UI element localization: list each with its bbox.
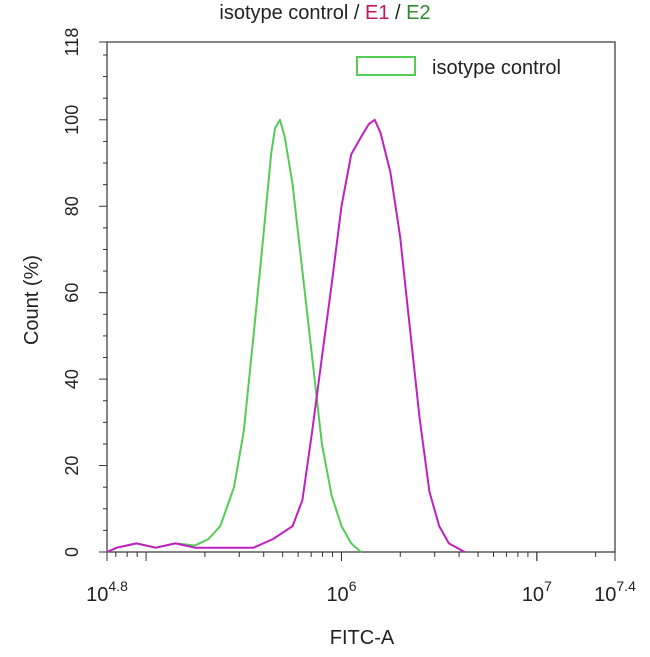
y-axis-label: Count (%) (21, 255, 43, 345)
x-tick-label: 107 (522, 578, 552, 606)
title-part-e1: E1 (365, 2, 390, 24)
series-line-2 (106, 118, 466, 553)
x-tick-label: 104.8 (86, 578, 128, 606)
x-tick-label: 106 (326, 578, 356, 606)
legend-label: isotype control (432, 57, 561, 79)
y-tick-label: 118 (62, 28, 82, 57)
y-tick-label: 20 (62, 456, 82, 476)
title-part-isotype: isotype control (219, 2, 349, 24)
y-tick-label: 80 (62, 196, 82, 216)
title-separator: / (389, 2, 407, 24)
x-tick-label: 107.4 (594, 578, 636, 606)
legend-swatch (356, 56, 416, 76)
y-tick-label: 60 (62, 283, 82, 303)
x-axis-label: FITC-A (330, 627, 395, 649)
y-tick-label: 0 (62, 547, 82, 557)
y-tick-label: 40 (62, 369, 82, 389)
chart-title: isotype control / E1 / E2 (0, 2, 650, 25)
title-separator: / (348, 2, 366, 24)
series-line-1 (106, 118, 362, 553)
title-part-e2: E2 (406, 2, 431, 24)
plot-frame (106, 41, 616, 553)
y-tick-label: 100 (62, 105, 82, 135)
